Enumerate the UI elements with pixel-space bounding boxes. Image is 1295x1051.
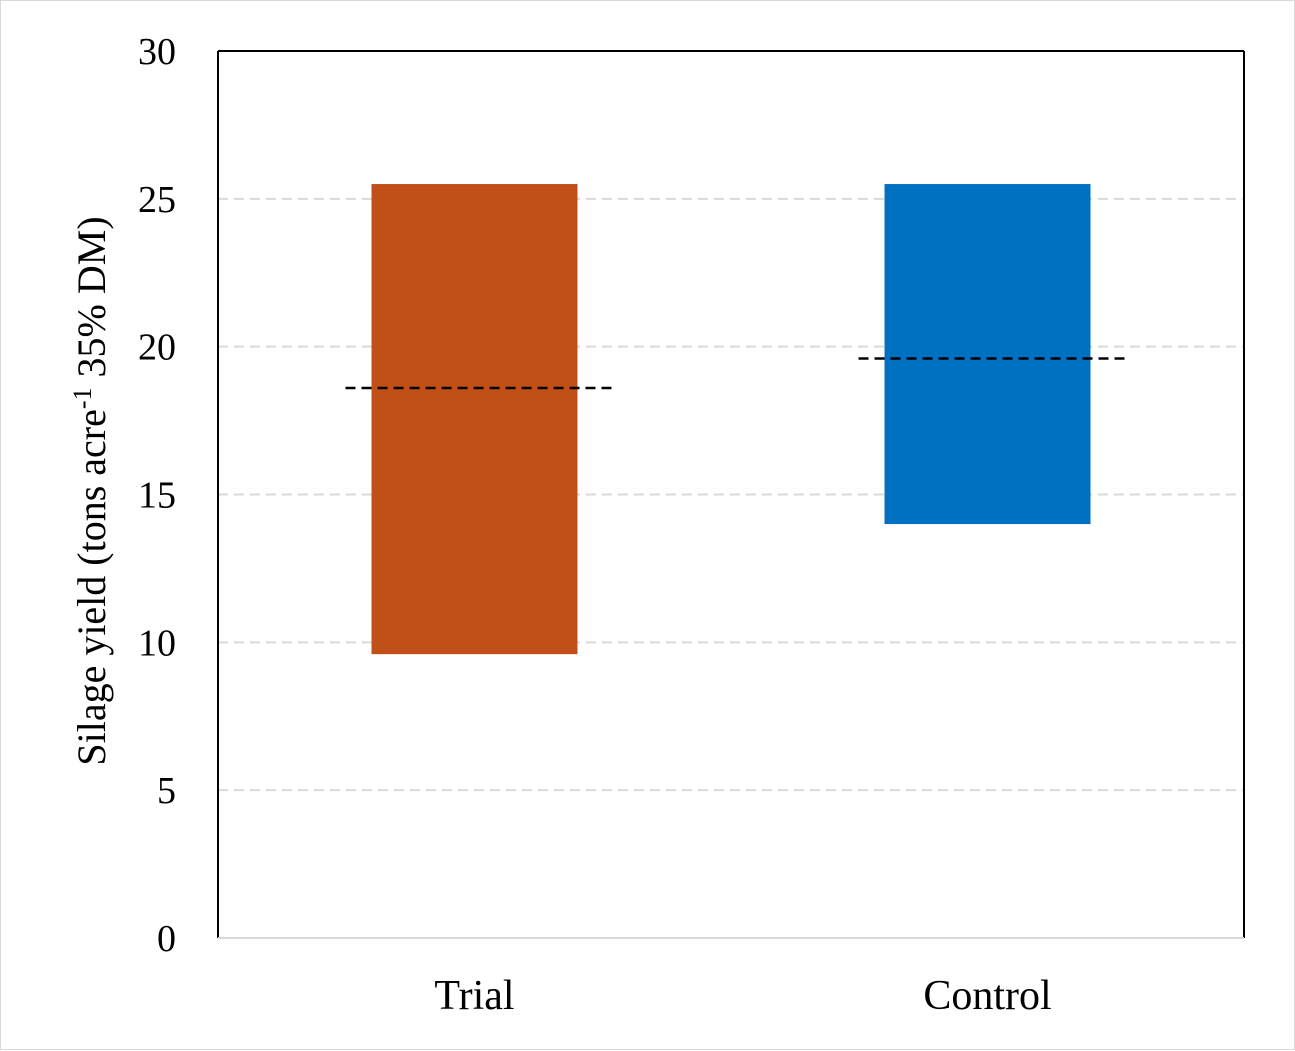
axes: [217, 50, 1245, 939]
x-category-label: Control: [923, 973, 1051, 1019]
y-tick-label: 20: [138, 327, 176, 369]
y-tick-label: 10: [138, 622, 176, 664]
labels: 0 5 10 15 20 25 30 Trial Control: [138, 31, 1052, 1019]
bars: [345, 184, 1127, 655]
y-tick-label: 15: [138, 475, 176, 517]
range-bar-control: [884, 184, 1091, 525]
x-category-label: Trial: [434, 973, 514, 1019]
y-tick-label: 25: [138, 179, 176, 221]
y-tick-label: 0: [157, 918, 176, 960]
y-tick-label: 30: [138, 31, 176, 73]
y-tick-label: 5: [157, 770, 176, 812]
range-bar-trial: [371, 184, 578, 655]
y-axis-title: Silage yield (tons acre-1 35% DM): [68, 216, 114, 765]
